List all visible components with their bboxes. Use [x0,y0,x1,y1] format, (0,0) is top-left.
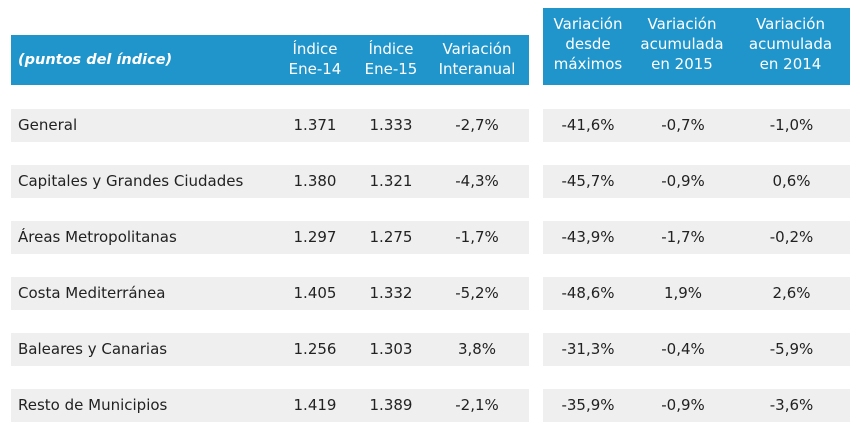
cell-var-2015: -0,7% [661,116,705,134]
table-row-variations: -41,6% -0,7% -1,0% [543,109,850,142]
column-header-indice-ene14: Índice Ene-14 [288,40,342,78]
cell-var-maximos: -41,6% [561,116,615,134]
cell-indice-ene15: 1.303 [369,340,413,358]
cell-var-2014: 2,6% [772,284,811,302]
table-row-variations: -43,9% -1,7% -0,2% [543,221,850,254]
cell-indice-ene15: 1.332 [369,284,413,302]
cell-var-interanual: -5,2% [455,284,499,302]
cell-var-maximos: -31,3% [561,340,615,358]
cell-var-2014: -0,2% [769,228,814,246]
cell-indice-ene15: 1.333 [369,116,413,134]
table-row: Costa Mediterránea 1.405 1.332 -5,2% [11,277,529,310]
table-row-variations: -35,9% -0,9% -3,6% [543,389,850,422]
header-band-right [543,8,850,85]
table-header-title: (puntos del índice) [18,52,173,68]
table-row: Áreas Metropolitanas 1.297 1.275 -1,7% [11,221,529,254]
cell-var-interanual: 3,8% [457,340,497,358]
table-row-variations: -48,6% 1,9% 2,6% [543,277,850,310]
column-header-variacion-interanual: Variación Interanual [438,40,516,78]
column-header-indice-ene15: Índice Ene-15 [364,40,418,78]
table-row: Baleares y Canarias 1.256 1.303 3,8% [11,333,529,366]
cell-var-2015: -0,4% [661,340,705,358]
cell-indice-ene14: 1.256 [293,340,337,358]
cell-var-interanual: -2,7% [455,116,499,134]
cell-var-2015: -0,9% [661,396,705,414]
row-label: Resto de Municipios [18,396,168,414]
cell-indice-ene14: 1.380 [293,172,337,190]
cell-var-interanual: -1,7% [455,228,499,246]
row-label: Capitales y Grandes Ciudades [18,172,244,190]
cell-indice-ene14: 1.405 [293,284,337,302]
cell-var-2014: 0,6% [772,172,811,190]
cell-var-maximos: -48,6% [561,284,615,302]
cell-var-2014: -1,0% [769,116,814,134]
cell-var-2014: -5,9% [769,340,814,358]
cell-var-2015: -1,7% [661,228,705,246]
cell-indice-ene14: 1.297 [293,228,337,246]
cell-var-2014: -3,6% [769,396,814,414]
table-row: Capitales y Grandes Ciudades 1.380 1.321 -4… [11,165,529,198]
cell-indice-ene15: 1.389 [369,396,413,414]
column-header-variacion-2015: Variación acumulada en 2015 [640,15,724,73]
row-label: General [18,116,78,134]
row-label: Costa Mediterránea [18,284,166,302]
table-row: General 1.371 1.333 -2,7% [11,109,529,142]
cell-indice-ene15: 1.275 [369,228,413,246]
table-row: Resto de Municipios 1.419 1.389 -2,1% [11,389,529,422]
cell-var-maximos: -43,9% [561,228,615,246]
table-row-variations: -45,7% -0,9% 0,6% [543,165,850,198]
cell-indice-ene14: 1.419 [293,396,337,414]
cell-var-interanual: -2,1% [455,396,499,414]
cell-var-interanual: -4,3% [455,172,499,190]
row-label: Áreas Metropolitanas [18,228,177,246]
table-row-variations: -31,3% -0,4% -5,9% [543,333,850,366]
header-band-left [11,35,529,85]
row-label: Baleares y Canarias [18,340,168,358]
cell-var-2015: -0,9% [661,172,705,190]
column-header-variacion-2014: Variación acumulada en 2014 [748,15,833,73]
cell-var-2015: 1,9% [663,284,703,302]
cell-indice-ene14: 1.371 [293,116,337,134]
cell-var-maximos: -45,7% [561,172,615,190]
cell-indice-ene15: 1.321 [369,172,413,190]
column-header-variacion-maximos: Variación desde máximos [553,15,623,73]
cell-var-maximos: -35,9% [561,396,615,414]
